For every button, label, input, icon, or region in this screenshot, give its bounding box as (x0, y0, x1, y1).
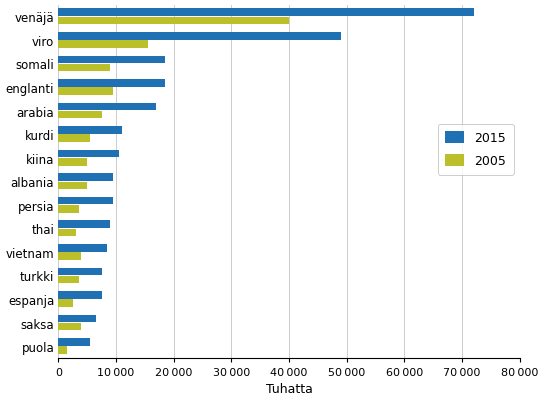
Bar (58, 197, 113, 205)
Bar (58, 300, 73, 307)
Bar (58, 150, 119, 158)
Bar (58, 57, 165, 64)
X-axis label: Tuhatta: Tuhatta (265, 383, 312, 395)
Bar (58, 268, 102, 275)
Bar (58, 346, 67, 354)
Bar (58, 315, 96, 322)
Bar (58, 159, 87, 166)
Bar (58, 253, 82, 260)
Bar (58, 206, 78, 213)
Bar (58, 323, 82, 330)
Bar (58, 276, 78, 284)
Bar (58, 18, 289, 25)
Bar (58, 41, 148, 49)
Bar (58, 33, 341, 41)
Bar (58, 127, 122, 134)
Bar (58, 65, 110, 72)
Bar (58, 338, 90, 346)
Bar (58, 292, 102, 299)
Bar (58, 182, 87, 190)
Bar (58, 135, 90, 143)
Bar (58, 111, 102, 119)
Bar (58, 221, 110, 229)
Bar (58, 9, 474, 17)
Bar (58, 174, 113, 181)
Bar (58, 244, 107, 252)
Bar (58, 88, 113, 96)
Bar (58, 103, 156, 111)
Legend: 2015, 2005: 2015, 2005 (438, 125, 514, 175)
Bar (58, 80, 165, 87)
Bar (58, 229, 76, 237)
